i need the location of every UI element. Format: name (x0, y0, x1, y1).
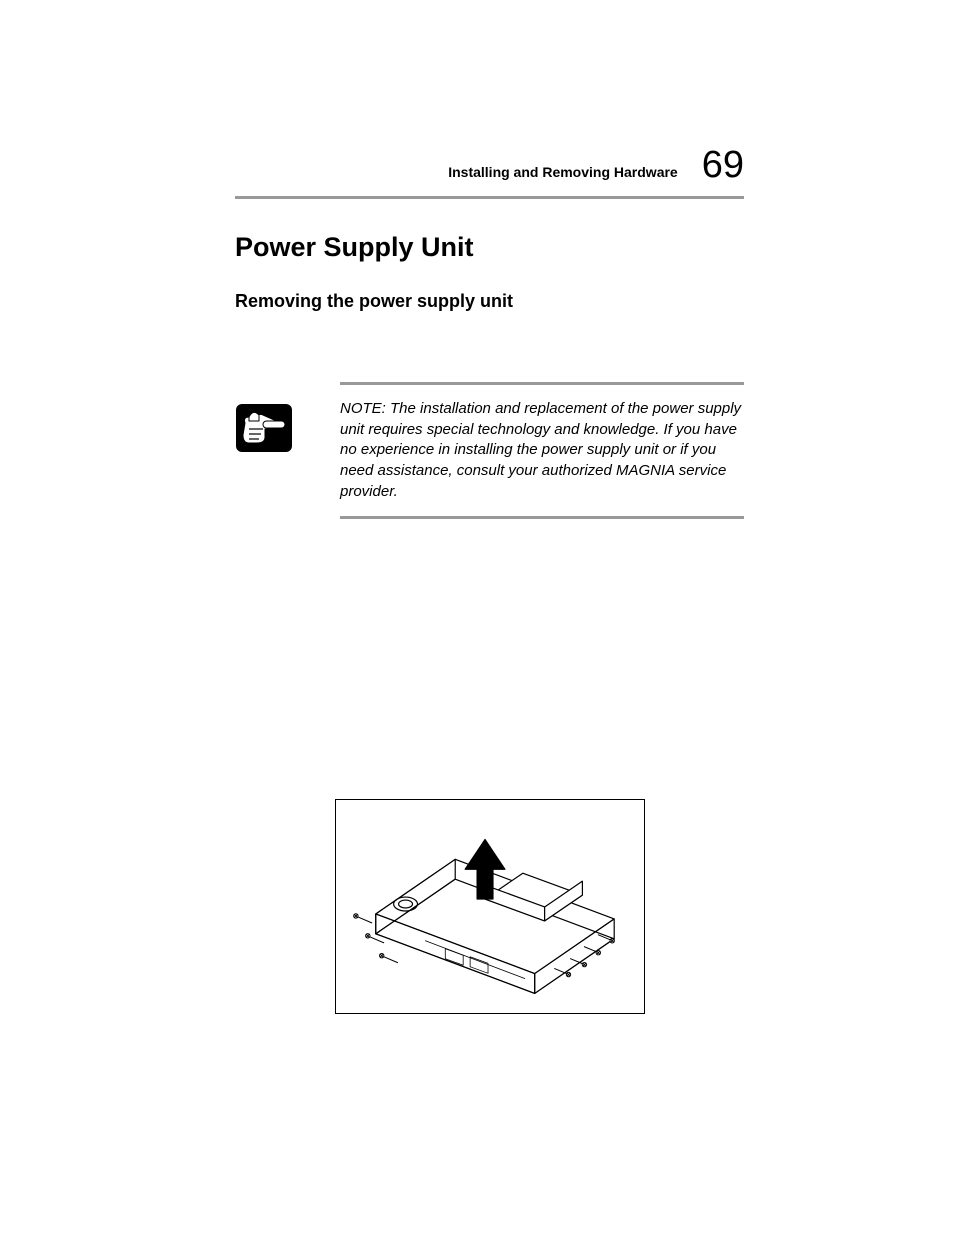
page-number: 69 (702, 146, 744, 184)
section-title: Power Supply Unit (235, 232, 744, 263)
note-label: NOTE: (340, 400, 386, 417)
running-header: Installing and Removing Hardware 69 (235, 146, 744, 184)
note-rule-bottom (340, 516, 744, 519)
figure-frame (335, 799, 645, 1014)
page-content: Power Supply Unit Removing the power sup… (235, 232, 744, 1014)
header-rule (235, 196, 744, 199)
psu-removal-illustration (336, 799, 644, 1014)
subsection-title: Removing the power supply unit (235, 291, 744, 312)
note-text: NOTE: The installation and replacement o… (340, 399, 744, 502)
pointing-hand-icon (235, 403, 293, 453)
note-block: NOTE: The installation and replacement o… (235, 399, 744, 502)
running-title: Installing and Removing Hardware (448, 164, 678, 180)
note-rule-top (340, 382, 744, 385)
page: Installing and Removing Hardware 69 Powe… (0, 0, 954, 1235)
figure (235, 799, 744, 1014)
note-body: The installation and replacement of the … (340, 400, 741, 500)
